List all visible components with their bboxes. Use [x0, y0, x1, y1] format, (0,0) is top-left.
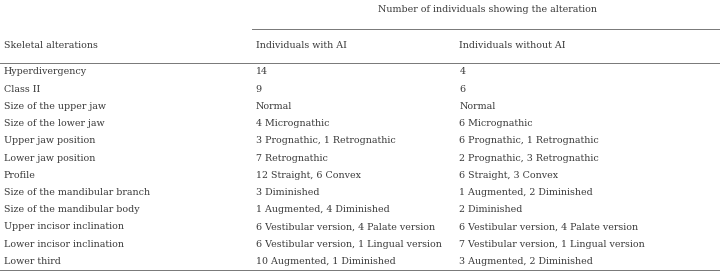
Text: 10 Augmented, 1 Diminished: 10 Augmented, 1 Diminished: [256, 257, 395, 266]
Text: Hyperdivergency: Hyperdivergency: [4, 67, 86, 76]
Text: Upper jaw position: Upper jaw position: [4, 136, 95, 145]
Text: Profile: Profile: [4, 171, 35, 180]
Text: 4: 4: [459, 67, 465, 76]
Text: Lower incisor inclination: Lower incisor inclination: [4, 240, 124, 249]
Text: Skeletal alterations: Skeletal alterations: [4, 41, 97, 50]
Text: 6 Micrognathic: 6 Micrognathic: [459, 119, 533, 128]
Text: Lower third: Lower third: [4, 257, 60, 266]
Text: Upper incisor inclination: Upper incisor inclination: [4, 222, 124, 232]
Text: 6 Prognathic, 1 Retrognathic: 6 Prognathic, 1 Retrognathic: [459, 136, 599, 145]
Text: 7 Vestibular version, 1 Lingual version: 7 Vestibular version, 1 Lingual version: [459, 240, 645, 249]
Text: Number of individuals showing the alteration: Number of individuals showing the altera…: [378, 5, 598, 14]
Text: 3 Prognathic, 1 Retrognathic: 3 Prognathic, 1 Retrognathic: [256, 136, 395, 145]
Text: 9: 9: [256, 85, 262, 94]
Text: 6 Vestibular version, 4 Palate version: 6 Vestibular version, 4 Palate version: [256, 222, 435, 232]
Text: 6 Straight, 3 Convex: 6 Straight, 3 Convex: [459, 171, 559, 180]
Text: 3 Augmented, 2 Diminished: 3 Augmented, 2 Diminished: [459, 257, 593, 266]
Text: Individuals without AI: Individuals without AI: [459, 41, 566, 50]
Text: 6: 6: [459, 85, 466, 94]
Text: 12 Straight, 6 Convex: 12 Straight, 6 Convex: [256, 171, 361, 180]
Text: 2 Prognathic, 3 Retrognathic: 2 Prognathic, 3 Retrognathic: [459, 153, 599, 163]
Text: Lower jaw position: Lower jaw position: [4, 153, 95, 163]
Text: 1 Augmented, 2 Diminished: 1 Augmented, 2 Diminished: [459, 188, 593, 197]
Text: Size of the mandibular branch: Size of the mandibular branch: [4, 188, 150, 197]
Text: 4 Micrognathic: 4 Micrognathic: [256, 119, 329, 128]
Text: Size of the lower jaw: Size of the lower jaw: [4, 119, 104, 128]
Text: Normal: Normal: [459, 102, 496, 111]
Text: 2 Diminished: 2 Diminished: [459, 205, 523, 214]
Text: Class II: Class II: [4, 85, 40, 94]
Text: 14: 14: [256, 67, 268, 76]
Text: 6 Vestibular version, 4 Palate version: 6 Vestibular version, 4 Palate version: [459, 222, 639, 232]
Text: Size of the upper jaw: Size of the upper jaw: [4, 102, 106, 111]
Text: Individuals with AI: Individuals with AI: [256, 41, 346, 50]
Text: 1 Augmented, 4 Diminished: 1 Augmented, 4 Diminished: [256, 205, 390, 214]
Text: 6 Vestibular version, 1 Lingual version: 6 Vestibular version, 1 Lingual version: [256, 240, 441, 249]
Text: 7 Retrognathic: 7 Retrognathic: [256, 153, 328, 163]
Text: Normal: Normal: [256, 102, 292, 111]
Text: 3 Diminished: 3 Diminished: [256, 188, 319, 197]
Text: Size of the mandibular body: Size of the mandibular body: [4, 205, 139, 214]
